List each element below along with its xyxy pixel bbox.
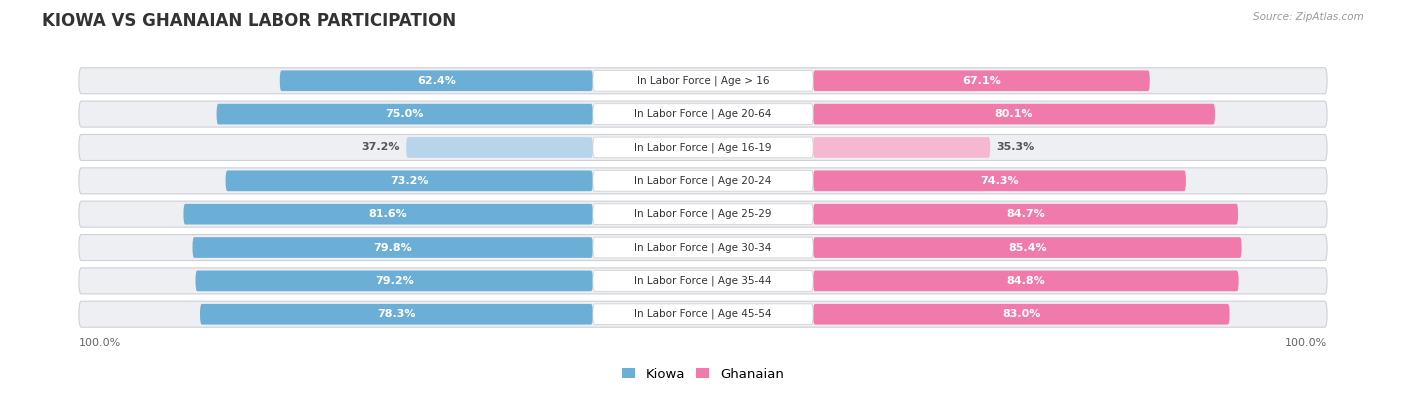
FancyBboxPatch shape bbox=[593, 137, 813, 158]
FancyBboxPatch shape bbox=[813, 171, 1185, 191]
Legend: Kiowa, Ghanaian: Kiowa, Ghanaian bbox=[617, 363, 789, 386]
Text: 35.3%: 35.3% bbox=[997, 143, 1035, 152]
FancyBboxPatch shape bbox=[79, 201, 1327, 227]
FancyBboxPatch shape bbox=[193, 237, 593, 258]
Text: 83.0%: 83.0% bbox=[1002, 309, 1040, 319]
FancyBboxPatch shape bbox=[593, 237, 813, 258]
FancyBboxPatch shape bbox=[79, 134, 1327, 160]
Text: 84.7%: 84.7% bbox=[1007, 209, 1045, 219]
FancyBboxPatch shape bbox=[813, 271, 1239, 291]
Text: 81.6%: 81.6% bbox=[368, 209, 408, 219]
Text: In Labor Force | Age 30-34: In Labor Force | Age 30-34 bbox=[634, 242, 772, 253]
Text: In Labor Force | Age > 16: In Labor Force | Age > 16 bbox=[637, 75, 769, 86]
FancyBboxPatch shape bbox=[813, 304, 1230, 325]
FancyBboxPatch shape bbox=[593, 70, 813, 91]
Text: In Labor Force | Age 45-54: In Labor Force | Age 45-54 bbox=[634, 309, 772, 320]
FancyBboxPatch shape bbox=[79, 101, 1327, 127]
Text: In Labor Force | Age 25-29: In Labor Force | Age 25-29 bbox=[634, 209, 772, 220]
Text: 74.3%: 74.3% bbox=[980, 176, 1019, 186]
FancyBboxPatch shape bbox=[217, 104, 593, 124]
Text: 80.1%: 80.1% bbox=[995, 109, 1033, 119]
FancyBboxPatch shape bbox=[79, 301, 1327, 327]
Text: In Labor Force | Age 35-44: In Labor Force | Age 35-44 bbox=[634, 276, 772, 286]
FancyBboxPatch shape bbox=[593, 104, 813, 124]
Text: 67.1%: 67.1% bbox=[962, 76, 1001, 86]
FancyBboxPatch shape bbox=[200, 304, 593, 325]
Text: In Labor Force | Age 20-64: In Labor Force | Age 20-64 bbox=[634, 109, 772, 119]
FancyBboxPatch shape bbox=[225, 171, 593, 191]
Text: 85.4%: 85.4% bbox=[1008, 243, 1046, 252]
FancyBboxPatch shape bbox=[813, 70, 1150, 91]
Text: 62.4%: 62.4% bbox=[418, 76, 456, 86]
FancyBboxPatch shape bbox=[593, 204, 813, 224]
FancyBboxPatch shape bbox=[593, 271, 813, 291]
FancyBboxPatch shape bbox=[813, 237, 1241, 258]
FancyBboxPatch shape bbox=[183, 204, 593, 224]
FancyBboxPatch shape bbox=[813, 204, 1239, 224]
Text: In Labor Force | Age 20-24: In Labor Force | Age 20-24 bbox=[634, 175, 772, 186]
FancyBboxPatch shape bbox=[195, 271, 593, 291]
FancyBboxPatch shape bbox=[813, 137, 990, 158]
Text: 79.2%: 79.2% bbox=[375, 276, 413, 286]
Text: 75.0%: 75.0% bbox=[385, 109, 423, 119]
Text: 78.3%: 78.3% bbox=[377, 309, 416, 319]
FancyBboxPatch shape bbox=[280, 70, 593, 91]
Text: 79.8%: 79.8% bbox=[374, 243, 412, 252]
FancyBboxPatch shape bbox=[79, 268, 1327, 294]
Text: 73.2%: 73.2% bbox=[389, 176, 429, 186]
FancyBboxPatch shape bbox=[79, 168, 1327, 194]
FancyBboxPatch shape bbox=[813, 104, 1215, 124]
FancyBboxPatch shape bbox=[406, 137, 593, 158]
FancyBboxPatch shape bbox=[79, 68, 1327, 94]
Text: Source: ZipAtlas.com: Source: ZipAtlas.com bbox=[1253, 12, 1364, 22]
Text: 37.2%: 37.2% bbox=[361, 143, 401, 152]
Text: In Labor Force | Age 16-19: In Labor Force | Age 16-19 bbox=[634, 142, 772, 153]
FancyBboxPatch shape bbox=[79, 235, 1327, 261]
Text: KIOWA VS GHANAIAN LABOR PARTICIPATION: KIOWA VS GHANAIAN LABOR PARTICIPATION bbox=[42, 12, 457, 30]
FancyBboxPatch shape bbox=[593, 171, 813, 191]
Text: 100.0%: 100.0% bbox=[79, 338, 121, 348]
FancyBboxPatch shape bbox=[593, 304, 813, 325]
Text: 84.8%: 84.8% bbox=[1007, 276, 1045, 286]
Text: 100.0%: 100.0% bbox=[1285, 338, 1327, 348]
